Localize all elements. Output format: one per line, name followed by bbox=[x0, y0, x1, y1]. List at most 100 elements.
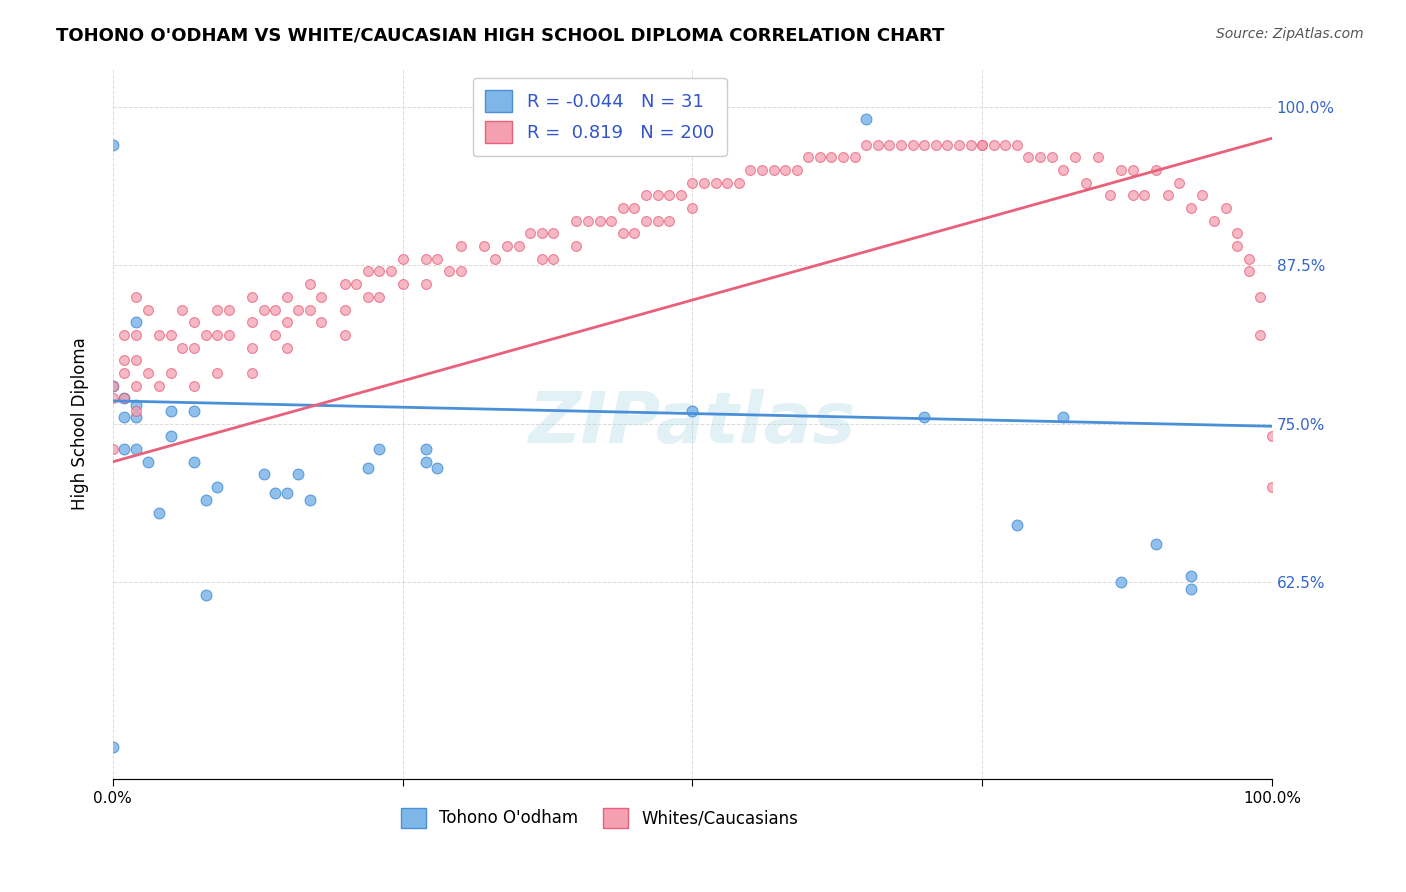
Point bbox=[762, 163, 785, 178]
Point bbox=[959, 137, 981, 152]
Point bbox=[276, 290, 298, 304]
Point bbox=[205, 327, 228, 342]
Point bbox=[287, 302, 309, 317]
Point bbox=[1261, 480, 1284, 494]
Point bbox=[1109, 575, 1132, 590]
Point bbox=[936, 137, 959, 152]
Point bbox=[125, 410, 148, 425]
Point bbox=[368, 264, 391, 278]
Point bbox=[693, 176, 716, 190]
Point bbox=[879, 137, 901, 152]
Point bbox=[1040, 150, 1063, 164]
Point bbox=[276, 315, 298, 329]
Point bbox=[125, 315, 148, 329]
Point bbox=[1168, 176, 1191, 190]
Point bbox=[1122, 188, 1144, 202]
Point bbox=[114, 392, 136, 406]
Point bbox=[890, 137, 912, 152]
Point bbox=[415, 277, 437, 292]
Point bbox=[205, 302, 228, 317]
Point bbox=[357, 461, 380, 475]
Point bbox=[1133, 188, 1156, 202]
Point bbox=[136, 302, 159, 317]
Point bbox=[240, 366, 263, 380]
Point bbox=[855, 137, 877, 152]
Point bbox=[264, 486, 287, 500]
Point bbox=[797, 150, 820, 164]
Point bbox=[751, 163, 773, 178]
Point bbox=[1249, 327, 1271, 342]
Point bbox=[1122, 163, 1144, 178]
Point bbox=[148, 506, 170, 520]
Point bbox=[1144, 163, 1167, 178]
Point bbox=[773, 163, 796, 178]
Point bbox=[716, 176, 738, 190]
Point bbox=[183, 341, 205, 355]
Point bbox=[101, 740, 124, 755]
Point bbox=[740, 163, 762, 178]
Point bbox=[786, 163, 808, 178]
Text: ZIPatlas: ZIPatlas bbox=[529, 389, 856, 458]
Point bbox=[311, 315, 333, 329]
Point bbox=[820, 150, 842, 164]
Point bbox=[832, 150, 855, 164]
Legend: Tohono O'odham, Whites/Caucasians: Tohono O'odham, Whites/Caucasians bbox=[394, 801, 806, 835]
Point bbox=[194, 327, 217, 342]
Point bbox=[125, 290, 148, 304]
Point bbox=[159, 327, 181, 342]
Point bbox=[450, 239, 472, 253]
Point bbox=[136, 455, 159, 469]
Point bbox=[634, 188, 657, 202]
Point bbox=[612, 201, 634, 215]
Point bbox=[1180, 582, 1202, 596]
Point bbox=[623, 201, 645, 215]
Point bbox=[344, 277, 367, 292]
Point bbox=[727, 176, 749, 190]
Point bbox=[1156, 188, 1178, 202]
Point bbox=[972, 137, 994, 152]
Point bbox=[311, 290, 333, 304]
Point bbox=[530, 252, 553, 266]
Point bbox=[218, 302, 240, 317]
Text: Source: ZipAtlas.com: Source: ZipAtlas.com bbox=[1216, 27, 1364, 41]
Point bbox=[240, 290, 263, 304]
Point bbox=[844, 150, 866, 164]
Point bbox=[183, 378, 205, 392]
Point bbox=[647, 213, 669, 227]
Point bbox=[658, 188, 681, 202]
Point bbox=[437, 264, 460, 278]
Point bbox=[172, 302, 194, 317]
Point bbox=[1237, 252, 1260, 266]
Point bbox=[298, 302, 321, 317]
Point bbox=[125, 442, 148, 456]
Point bbox=[333, 277, 356, 292]
Point bbox=[380, 264, 402, 278]
Point bbox=[101, 378, 124, 392]
Point bbox=[172, 341, 194, 355]
Point bbox=[1076, 176, 1098, 190]
Point bbox=[183, 455, 205, 469]
Point bbox=[1226, 227, 1249, 241]
Point bbox=[623, 227, 645, 241]
Point bbox=[125, 404, 148, 418]
Point bbox=[565, 213, 588, 227]
Point bbox=[948, 137, 970, 152]
Point bbox=[855, 112, 877, 127]
Point bbox=[1191, 188, 1213, 202]
Point bbox=[1215, 201, 1237, 215]
Point bbox=[1226, 239, 1249, 253]
Point bbox=[634, 213, 657, 227]
Point bbox=[205, 480, 228, 494]
Point bbox=[114, 353, 136, 368]
Point bbox=[276, 341, 298, 355]
Point bbox=[1180, 569, 1202, 583]
Point bbox=[101, 137, 124, 152]
Text: TOHONO O'ODHAM VS WHITE/CAUCASIAN HIGH SCHOOL DIPLOMA CORRELATION CHART: TOHONO O'ODHAM VS WHITE/CAUCASIAN HIGH S… bbox=[56, 27, 945, 45]
Point bbox=[588, 213, 610, 227]
Point bbox=[530, 227, 553, 241]
Point bbox=[543, 252, 565, 266]
Point bbox=[194, 588, 217, 602]
Point bbox=[450, 264, 472, 278]
Point bbox=[159, 366, 181, 380]
Point bbox=[912, 137, 935, 152]
